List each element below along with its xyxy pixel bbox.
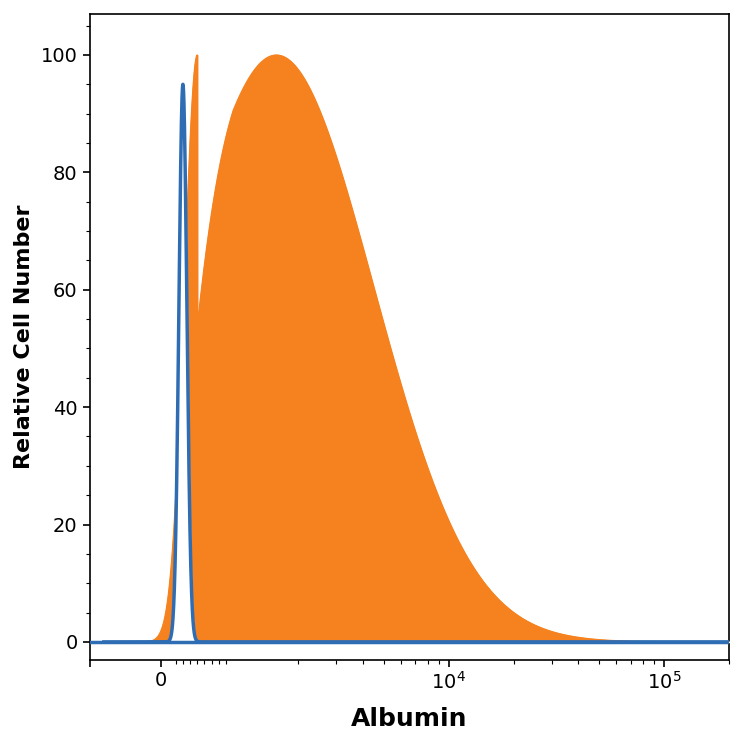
Y-axis label: Relative Cell Number: Relative Cell Number bbox=[14, 204, 34, 469]
X-axis label: Albumin: Albumin bbox=[351, 707, 467, 731]
